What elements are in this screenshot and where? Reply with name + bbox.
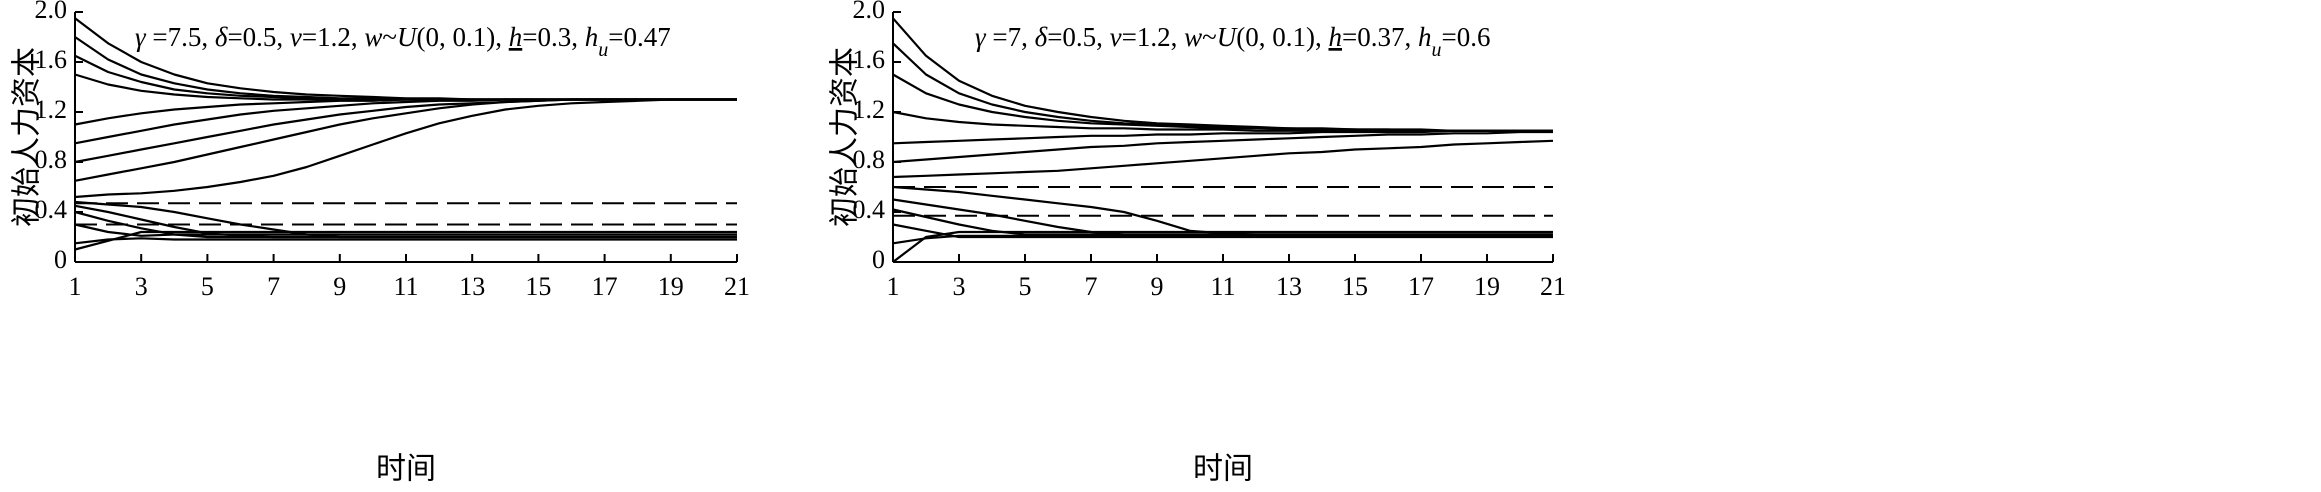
x-tick-label: 1: [887, 272, 900, 301]
annotation-part: w: [364, 22, 382, 52]
x-tick-label: 17: [1408, 272, 1434, 301]
x-tick-label: 7: [1085, 272, 1098, 301]
x-tick-label: 15: [525, 272, 551, 301]
annotation-part: =1.2,: [302, 22, 364, 52]
annotation-part: δ: [215, 22, 228, 52]
x-tick-label: 9: [333, 272, 346, 301]
annotation-part: =1.2,: [1122, 22, 1184, 52]
y-tick-label: 1.6: [35, 45, 68, 74]
trajectory: [892, 185, 1553, 236]
trajectory: [892, 234, 1553, 245]
panel: 00.40.81.21.62.01 3 5 7 9 11 13 15 17 19 21初始人力资本时…: [10, 0, 751, 487]
x-tick-label: 11: [393, 272, 418, 301]
y-axis-label: 初始人力资本: [828, 47, 863, 227]
x-tick-label: 17: [592, 272, 618, 301]
annotation-part: v: [1110, 22, 1122, 52]
annotation-part: u: [1431, 39, 1441, 61]
annotation-part: =0.6: [1441, 22, 1490, 52]
y-tick-label: 1.2: [35, 95, 68, 124]
x-tick-label: 1: [69, 272, 82, 301]
annotation-part: =0.47: [608, 22, 670, 52]
x-tick-label: 19: [658, 272, 684, 301]
annotation-part: =0.37,: [1342, 22, 1418, 52]
annotation-part: =7.5,: [146, 22, 215, 52]
y-tick-label: 0.8: [35, 145, 68, 174]
annotation-part: U: [1217, 22, 1238, 52]
x-tick-label: 21: [724, 272, 750, 301]
annotation-part: u: [598, 39, 608, 61]
x-tick-label: 13: [1276, 272, 1302, 301]
x-tick-label: 3: [953, 272, 966, 301]
trajectory: [892, 42, 1553, 132]
annotation-part: U: [397, 22, 418, 52]
annotation-part: =0.5,: [227, 22, 289, 52]
x-tick-label: 9: [1151, 272, 1164, 301]
x-axis-label: 时间: [1193, 452, 1253, 487]
annotation-part: =0.3,: [522, 22, 584, 52]
annotation-part: w: [1184, 22, 1202, 52]
annotation-part: (0, 0.1),: [417, 22, 509, 52]
y-tick-label: 0.8: [853, 145, 886, 174]
annotation: γ =7, δ=0.5, v=1.2, w~U(0, 0.1), h=0.37,…: [975, 22, 1490, 60]
y-tick-label: 1.2: [853, 95, 886, 124]
trajectory: [892, 230, 1553, 263]
trajectory: [74, 98, 737, 182]
x-tick-label: 3: [135, 272, 148, 301]
annotation-part: h: [1329, 22, 1343, 52]
annotation-part: v: [290, 22, 302, 52]
x-tick-label: 11: [1210, 272, 1235, 301]
annotation-part: h: [509, 22, 523, 52]
trajectory: [74, 98, 737, 126]
x-tick-label: 21: [1540, 272, 1566, 301]
annotation-part: γ: [135, 22, 147, 52]
trajectory: [892, 129, 1553, 145]
trajectory: [892, 139, 1554, 179]
y-tick-label: 0.4: [35, 195, 68, 224]
x-tick-label: 13: [459, 272, 485, 301]
annotation-part: δ: [1035, 22, 1048, 52]
trajectory: [892, 73, 1553, 132]
y-tick-label: 2.0: [35, 0, 68, 24]
y-tick-label: 2.0: [853, 0, 886, 24]
annotation-part: h: [1418, 22, 1432, 52]
x-tick-label: 15: [1342, 272, 1368, 301]
trajectory: [74, 223, 737, 237]
trajectory: [74, 54, 737, 101]
y-tick-label: 1.6: [853, 45, 886, 74]
annotation-part: (0, 0.1),: [1236, 22, 1328, 52]
y-tick-label: 0: [54, 245, 67, 274]
annotation: γ =7.5, δ=0.5, v=1.2, w~U(0, 0.1), h=0.3…: [135, 22, 671, 60]
y-tick-label: 0.4: [853, 195, 886, 224]
trajectory: [74, 98, 737, 199]
trajectory: [74, 230, 737, 251]
x-axis-label: 时间: [376, 452, 436, 487]
trajectory: [74, 237, 737, 245]
trajectory: [892, 208, 1553, 236]
annotation-part: γ: [975, 22, 987, 52]
trajectory: [74, 73, 737, 101]
y-axis-label: 初始人力资本: [10, 47, 45, 227]
x-tick-label: 7: [267, 272, 280, 301]
trajectory: [892, 130, 1553, 164]
annotation-part: ~: [1202, 22, 1217, 52]
annotation-part: h: [585, 22, 599, 52]
annotation-part: =7,: [986, 22, 1035, 52]
x-tick-label: 5: [201, 272, 214, 301]
x-tick-label: 19: [1474, 272, 1500, 301]
x-tick-label: 5: [1019, 272, 1032, 301]
annotation-part: =0.5,: [1047, 22, 1109, 52]
trajectory: [892, 223, 1553, 239]
annotation-part: ~: [382, 22, 397, 52]
trajectory: [892, 198, 1553, 236]
panel: 00.40.81.21.62.01 3 5 7 9 11 13 15 17 19 21初始人力资本时…: [828, 0, 1567, 487]
y-tick-label: 0: [872, 245, 885, 274]
